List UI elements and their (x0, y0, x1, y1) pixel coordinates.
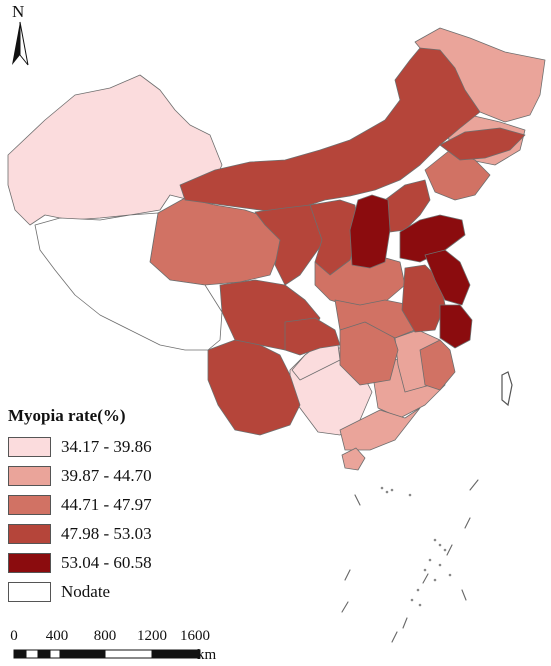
region-jiangsu (424, 249, 471, 306)
north-label: N (12, 2, 25, 21)
legend-swatch (8, 552, 51, 573)
legend-label: 53.04 - 60.58 (61, 552, 152, 572)
region-ningxia-shaanxi (309, 199, 359, 276)
region-hebei (384, 179, 431, 233)
region-guangxi-north (291, 341, 341, 381)
scale-unit: km (197, 647, 217, 663)
legend-title: Myopia rate(%) (8, 406, 126, 425)
legend-item: 34.17 - 39.86 (8, 432, 208, 461)
legend-label: Nodate (61, 581, 111, 601)
region-jilin-north (439, 127, 526, 161)
legend-swatch (8, 581, 51, 602)
region-hainan (341, 447, 366, 471)
legend-item: 39.87 - 44.70 (8, 461, 208, 490)
scale-tick-label: 400 (45, 628, 69, 644)
legend-item: 44.71 - 47.97 (8, 490, 208, 519)
north-arrow-icon (12, 21, 29, 66)
south-china-sea-islands (341, 479, 479, 643)
legend-label: 47.98 - 53.03 (61, 523, 152, 543)
scale-tick-label: 1600 (180, 628, 210, 644)
island-dots (380, 486, 452, 607)
region-shanghai-zhejiang-north (439, 304, 473, 349)
legend-swatch (8, 436, 51, 457)
legend-item: Nodate (8, 577, 208, 606)
region-shanxi (349, 194, 391, 269)
legend-swatch (8, 465, 51, 486)
region-gansu (254, 204, 331, 286)
legend-swatch (8, 523, 51, 544)
legend-item: 47.98 - 53.03 (8, 519, 208, 548)
legend-swatch (8, 494, 51, 515)
region-guizhou-chongqing (284, 317, 341, 356)
region-shandong (399, 214, 466, 263)
region-zhejiang (419, 339, 456, 391)
legend-item: 53.04 - 60.58 (8, 548, 208, 577)
region-yunnan (207, 339, 301, 436)
region-taiwan (501, 371, 513, 407)
scale-bar-labels: 0 400 800 1200 1600 (0, 628, 230, 646)
legend-label: 39.87 - 44.70 (61, 465, 152, 485)
scale-tick-label: 800 (93, 628, 117, 644)
legend-label: 34.17 - 39.86 (61, 436, 152, 456)
scale-tick-label: 0 (10, 628, 18, 644)
region-tibet (34, 212, 223, 351)
legend-label: 44.71 - 47.97 (61, 494, 152, 514)
scale-bar (13, 649, 201, 659)
scale-tick-label: 1200 (137, 628, 167, 644)
legend: Myopia rate(%) 34.17 - 39.86 39.87 - 44.… (8, 406, 208, 606)
